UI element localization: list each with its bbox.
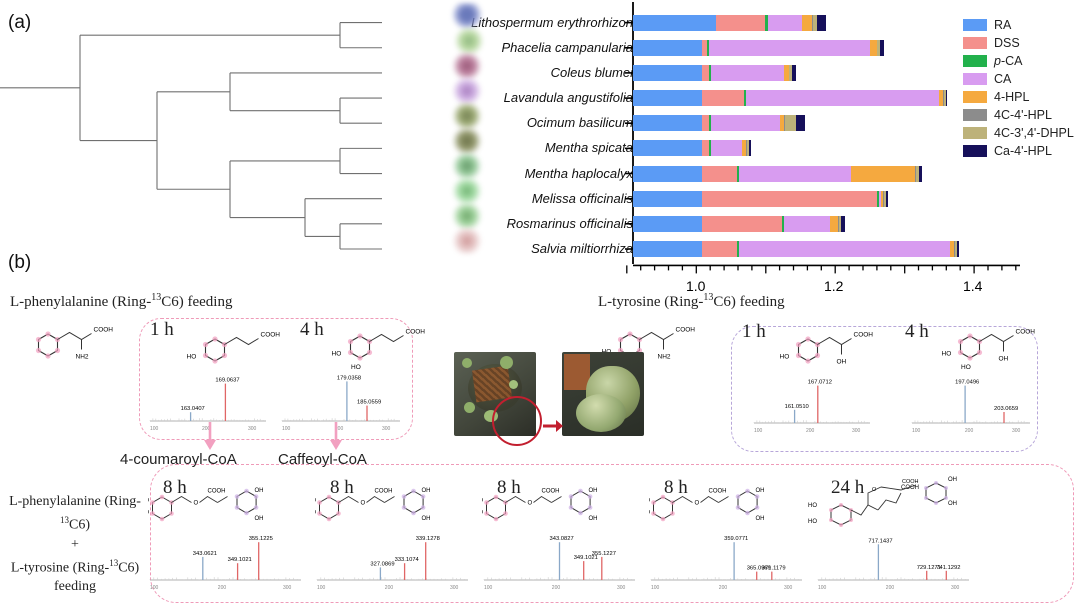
svg-text:167.0712: 167.0712: [808, 380, 832, 386]
svg-text:HO: HO: [148, 510, 149, 516]
svg-text:741.1292: 741.1292: [936, 565, 960, 571]
svg-text:HO: HO: [649, 510, 650, 516]
svg-text:200: 200: [886, 585, 895, 590]
svg-text:HO: HO: [315, 498, 316, 504]
svg-text:300: 300: [283, 585, 292, 590]
svg-text:O: O: [528, 501, 533, 507]
svg-text:163.0407: 163.0407: [181, 406, 205, 412]
svg-text:COOH: COOH: [406, 329, 426, 336]
svg-text:355.1225: 355.1225: [249, 536, 273, 542]
svg-text:371.1179: 371.1179: [762, 566, 786, 572]
svg-text:169.0637: 169.0637: [215, 378, 239, 384]
svg-text:OH: OH: [589, 516, 598, 522]
svg-text:100: 100: [282, 426, 291, 431]
svg-text:343.0827: 343.0827: [550, 536, 574, 542]
svg-text:COOH: COOH: [542, 489, 560, 495]
svg-text:COOH: COOH: [1016, 329, 1036, 336]
svg-text:300: 300: [248, 426, 257, 431]
svg-text:O: O: [361, 501, 366, 507]
svg-text:161.0510: 161.0510: [785, 404, 809, 410]
svg-text:300: 300: [852, 428, 861, 433]
svg-text:200: 200: [218, 585, 227, 590]
svg-text:HO: HO: [315, 510, 316, 516]
svg-text:333.1074: 333.1074: [395, 557, 420, 563]
svg-text:COOH: COOH: [261, 332, 281, 339]
svg-text:339.1278: 339.1278: [416, 536, 440, 542]
svg-text:HO: HO: [808, 519, 817, 525]
svg-text:100: 100: [651, 585, 660, 590]
svg-text:OH: OH: [948, 477, 957, 483]
svg-text:100: 100: [484, 585, 493, 590]
svg-text:COOH: COOH: [854, 332, 874, 339]
svg-text:100: 100: [150, 585, 159, 590]
svg-text:OH: OH: [999, 356, 1009, 363]
svg-text:OH: OH: [255, 516, 264, 522]
svg-text:COOH: COOH: [94, 327, 114, 334]
svg-text:COOH: COOH: [901, 485, 919, 491]
svg-text:717.1437: 717.1437: [868, 538, 892, 544]
svg-text:359.0771: 359.0771: [724, 536, 748, 542]
svg-text:HO: HO: [351, 364, 361, 371]
svg-text:343.0621: 343.0621: [193, 551, 217, 557]
svg-text:HO: HO: [780, 354, 790, 361]
svg-text:OH: OH: [255, 488, 264, 494]
svg-text:NH2: NH2: [658, 354, 671, 361]
svg-text:300: 300: [951, 585, 960, 590]
svg-text:300: 300: [1012, 428, 1021, 433]
svg-text:COOH: COOH: [375, 489, 393, 495]
svg-text:100: 100: [150, 426, 159, 431]
svg-text:HO: HO: [482, 498, 483, 504]
svg-text:OH: OH: [756, 516, 765, 522]
svg-text:OH: OH: [589, 488, 598, 494]
svg-text:200: 200: [965, 428, 974, 433]
svg-text:HO: HO: [942, 351, 952, 358]
svg-text:HO: HO: [148, 498, 149, 504]
svg-text:200: 200: [806, 428, 815, 433]
svg-text:355.1227: 355.1227: [592, 551, 616, 557]
svg-text:200: 200: [552, 585, 561, 590]
svg-text:HO: HO: [961, 364, 971, 371]
svg-text:100: 100: [317, 585, 326, 590]
svg-text:HO: HO: [649, 498, 650, 504]
svg-text:200: 200: [385, 585, 394, 590]
svg-text:300: 300: [450, 585, 459, 590]
svg-text:200: 200: [719, 585, 728, 590]
svg-text:OH: OH: [948, 501, 957, 507]
svg-text:100: 100: [818, 585, 827, 590]
svg-text:NH2: NH2: [76, 354, 89, 361]
svg-text:HO: HO: [187, 354, 197, 361]
svg-text:HO: HO: [332, 351, 342, 358]
svg-text:HO: HO: [808, 503, 817, 509]
svg-text:179.0358: 179.0358: [337, 375, 361, 381]
svg-text:O: O: [695, 501, 700, 507]
svg-text:300: 300: [382, 426, 391, 431]
svg-text:OH: OH: [837, 359, 847, 366]
svg-text:OH: OH: [756, 488, 765, 494]
svg-text:HO: HO: [482, 510, 483, 516]
svg-text:100: 100: [754, 428, 763, 433]
svg-text:COOH: COOH: [208, 489, 226, 495]
svg-text:OH: OH: [422, 516, 431, 522]
svg-text:300: 300: [617, 585, 626, 590]
svg-text:203.0659: 203.0659: [994, 406, 1018, 412]
svg-text:197.0496: 197.0496: [955, 380, 979, 386]
svg-text:327.0869: 327.0869: [370, 561, 394, 567]
svg-text:COOH: COOH: [709, 489, 727, 495]
svg-text:300: 300: [784, 585, 793, 590]
svg-text:OH: OH: [422, 488, 431, 494]
svg-text:185.0559: 185.0559: [357, 400, 381, 406]
svg-text:100: 100: [912, 428, 921, 433]
svg-text:COOH: COOH: [676, 327, 696, 334]
svg-text:COOH: COOH: [902, 479, 919, 485]
svg-text:O: O: [194, 501, 199, 507]
svg-text:O: O: [872, 487, 877, 493]
svg-text:349.1021: 349.1021: [228, 557, 252, 563]
